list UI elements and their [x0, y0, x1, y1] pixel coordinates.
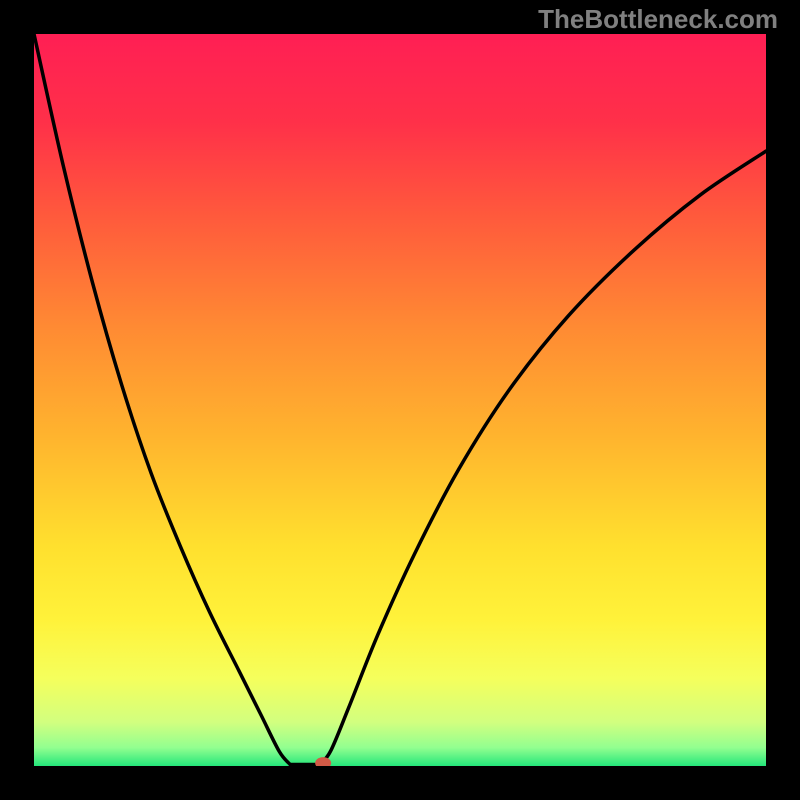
plot-area [34, 34, 766, 766]
plot-background [34, 34, 766, 766]
plot-svg [34, 34, 766, 766]
watermark-text: TheBottleneck.com [538, 4, 778, 35]
chart-container: TheBottleneck.com [0, 0, 800, 800]
